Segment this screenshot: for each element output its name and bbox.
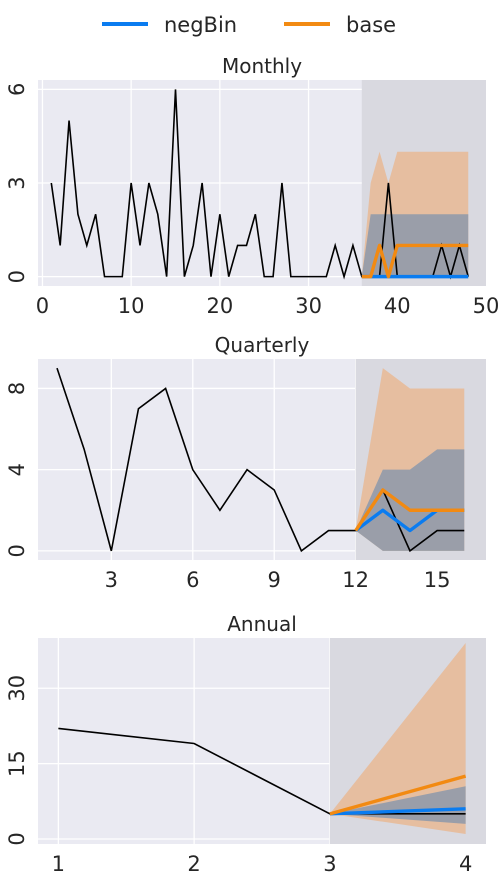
legend-label-base: base (346, 13, 396, 37)
legend: negBin base (102, 13, 396, 37)
quarterly-chart: Quarterly 3 6 9 12 15 0 4 8 (5, 333, 486, 592)
monthly-x-tick-label: 0 (36, 294, 49, 318)
annual-x-tick-label: 2 (187, 852, 200, 876)
annual-history-line (58, 727, 466, 815)
monthly-series-base (361, 243, 469, 279)
quarterly-x-tick-label: 6 (186, 568, 199, 592)
monthly-plot-layer (50, 80, 486, 286)
annual-series-base (329, 774, 467, 816)
quarterly-x-tick-label: 12 (342, 568, 369, 592)
quarterly-chart-title: Quarterly (215, 333, 310, 357)
annual-chart: Annual 1 2 3 4 0 15 30 (5, 612, 486, 876)
quarterly-plot-layer (56, 359, 486, 560)
annual-y-tick-label: 15 (5, 750, 29, 777)
monthly-y-tick-label: 6 (5, 83, 29, 96)
quarterly-y-tick-label: 4 (5, 463, 29, 476)
monthly-y-tick-label: 0 (5, 270, 29, 283)
monthly-x-tick-label: 40 (384, 294, 411, 318)
annual-x-tick-label: 3 (323, 852, 336, 876)
monthly-x-tick-label: 10 (118, 294, 145, 318)
quarterly-y-tick-label: 8 (5, 382, 29, 395)
annual-x-tick-label: 4 (459, 852, 472, 876)
monthly-x-tick-label: 50 (473, 294, 500, 318)
quarterly-x-tick-label: 9 (268, 568, 281, 592)
annual-series-negbin (329, 807, 466, 816)
monthly-chart: Monthly 0 10 20 30 40 50 0 3 6 (5, 54, 499, 318)
annual-plot-layer (58, 638, 486, 844)
quarterly-y-tick-label: 0 (5, 544, 29, 557)
legend-label-negbin: negBin (164, 13, 237, 37)
monthly-y-tick-label: 3 (5, 176, 29, 189)
quarterly-band-negbin (355, 449, 465, 551)
monthly-chart-title: Monthly (222, 54, 302, 78)
quarterly-series-base (354, 488, 465, 532)
monthly-x-tick-label: 30 (295, 294, 322, 318)
annual-y-tick-label: 30 (5, 675, 29, 702)
monthly-x-tick-label: 20 (206, 294, 233, 318)
annual-y-tick-label: 0 (5, 832, 29, 845)
quarterly-x-tick-label: 3 (105, 568, 118, 592)
annual-x-tick-label: 1 (52, 852, 65, 876)
quarterly-x-tick-label: 15 (424, 568, 451, 592)
annual-chart-title: Annual (227, 612, 297, 636)
